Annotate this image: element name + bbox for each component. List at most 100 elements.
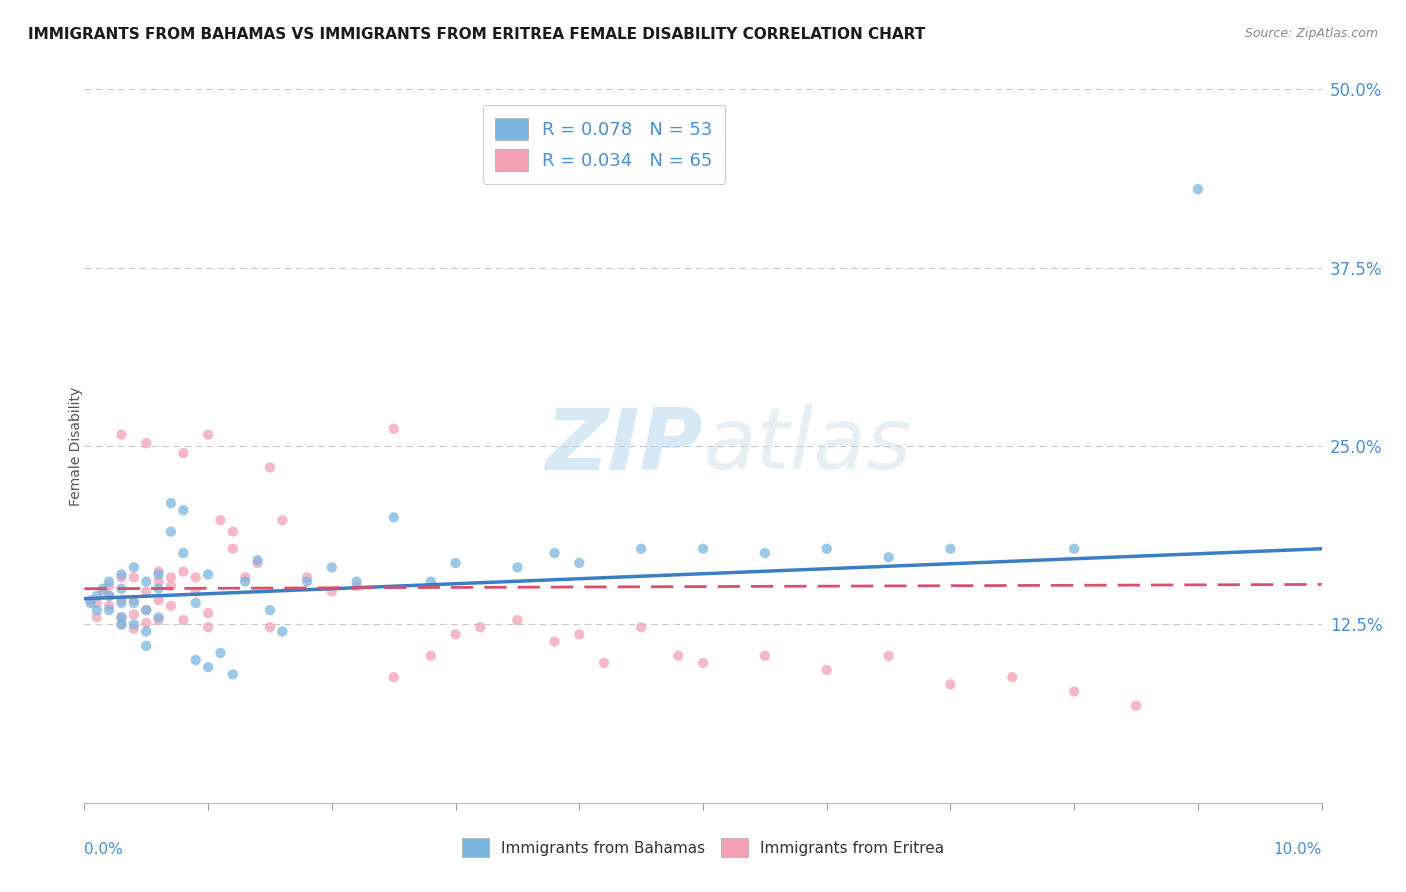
Point xyxy=(98,589,121,603)
Point xyxy=(110,593,132,607)
Point xyxy=(1063,541,1085,556)
Point xyxy=(148,565,170,579)
Point xyxy=(98,603,121,617)
Point xyxy=(209,646,232,660)
Point xyxy=(172,546,194,560)
Point xyxy=(148,567,170,582)
Point xyxy=(122,560,145,574)
Point xyxy=(815,541,838,556)
Point xyxy=(110,617,132,632)
Point xyxy=(222,667,245,681)
Point xyxy=(419,574,441,589)
Point xyxy=(184,584,207,599)
Point xyxy=(110,610,132,624)
Point xyxy=(160,599,183,613)
Point xyxy=(98,599,121,613)
Text: 10.0%: 10.0% xyxy=(1274,842,1322,857)
Point xyxy=(122,570,145,584)
Point xyxy=(135,624,157,639)
Point xyxy=(630,620,652,634)
Point xyxy=(754,648,776,663)
Point xyxy=(506,560,529,574)
Point xyxy=(271,624,294,639)
Point xyxy=(197,427,219,442)
Point xyxy=(148,610,170,624)
Point xyxy=(122,607,145,622)
Point xyxy=(98,574,121,589)
Point xyxy=(79,593,101,607)
Point xyxy=(692,541,714,556)
Point xyxy=(444,627,467,641)
Text: ZIP: ZIP xyxy=(546,404,703,488)
Point xyxy=(419,648,441,663)
Point xyxy=(172,503,194,517)
Point xyxy=(135,615,157,630)
Point xyxy=(1187,182,1209,196)
Point xyxy=(160,496,183,510)
Point xyxy=(222,524,245,539)
Point xyxy=(110,582,132,596)
Point xyxy=(630,541,652,556)
Point xyxy=(148,613,170,627)
Point xyxy=(135,603,157,617)
Point xyxy=(110,570,132,584)
Point xyxy=(110,567,132,582)
Point xyxy=(135,574,157,589)
Text: Source: ZipAtlas.com: Source: ZipAtlas.com xyxy=(1244,27,1378,40)
Y-axis label: Female Disability: Female Disability xyxy=(69,386,83,506)
Point xyxy=(233,570,256,584)
Point xyxy=(754,546,776,560)
Point xyxy=(246,556,269,570)
Point xyxy=(172,446,194,460)
Point xyxy=(122,622,145,636)
Point xyxy=(172,613,194,627)
Point xyxy=(271,513,294,527)
Point xyxy=(160,570,183,584)
Point xyxy=(110,617,132,632)
Point xyxy=(98,589,121,603)
Point xyxy=(197,606,219,620)
Point xyxy=(382,422,405,436)
Point xyxy=(110,427,132,442)
Point xyxy=(122,617,145,632)
Point xyxy=(593,656,616,670)
Point xyxy=(172,565,194,579)
Point xyxy=(91,582,114,596)
Point xyxy=(91,584,114,599)
Text: IMMIGRANTS FROM BAHAMAS VS IMMIGRANTS FROM ERITREA FEMALE DISABILITY CORRELATION: IMMIGRANTS FROM BAHAMAS VS IMMIGRANTS FR… xyxy=(28,27,925,42)
Point xyxy=(160,524,183,539)
Point xyxy=(259,620,281,634)
Point xyxy=(568,627,591,641)
Point xyxy=(135,584,157,599)
Point xyxy=(135,436,157,450)
Point xyxy=(197,660,219,674)
Point xyxy=(543,634,565,648)
Point xyxy=(222,541,245,556)
Point xyxy=(877,550,900,565)
Text: 0.0%: 0.0% xyxy=(84,842,124,857)
Point xyxy=(98,579,121,593)
Point xyxy=(506,613,529,627)
Point xyxy=(295,570,318,584)
Point xyxy=(110,610,132,624)
Point xyxy=(246,553,269,567)
Point xyxy=(382,510,405,524)
Point xyxy=(86,589,108,603)
Point xyxy=(160,579,183,593)
Point xyxy=(939,541,962,556)
Point xyxy=(346,574,368,589)
Point xyxy=(666,648,689,663)
Point xyxy=(259,460,281,475)
Point xyxy=(86,596,108,610)
Point xyxy=(79,596,101,610)
Point xyxy=(86,603,108,617)
Point xyxy=(815,663,838,677)
Text: atlas: atlas xyxy=(703,404,911,488)
Point xyxy=(233,574,256,589)
Point xyxy=(543,546,565,560)
Point xyxy=(1001,670,1024,684)
Point xyxy=(295,574,318,589)
Point xyxy=(135,639,157,653)
Point xyxy=(568,556,591,570)
Point xyxy=(470,620,492,634)
